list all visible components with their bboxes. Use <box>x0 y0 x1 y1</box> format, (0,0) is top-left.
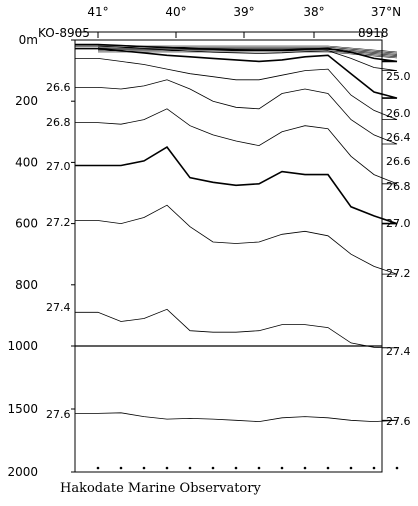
station-marker <box>119 466 123 470</box>
surface-isoline <box>98 50 398 58</box>
right-contour-label: 26.6 <box>386 155 411 168</box>
right-contour-label: 27.2 <box>386 267 411 280</box>
left-contour-label: 27.0 <box>46 160 71 173</box>
y-axis-tick-label: 1500 <box>7 402 38 416</box>
right-contour-label: 26.0 <box>386 107 411 120</box>
station-marker <box>234 466 238 470</box>
right-contour-label: 25.0 <box>386 70 411 83</box>
y-axis-tick-label: 0m <box>19 33 38 47</box>
credit-text: Hakodate Marine Observatory <box>60 481 261 496</box>
isopycnal-27-0 <box>75 146 398 225</box>
surface-isoline <box>98 51 398 59</box>
start-station-label: KO-8905 <box>38 26 90 40</box>
station-marker <box>303 466 307 470</box>
station-marker <box>142 466 146 470</box>
plot-frame <box>74 39 383 473</box>
surface-isoline <box>98 46 398 54</box>
top-axis-label: 37°N <box>371 5 401 19</box>
isopycnal-27-4 <box>75 308 398 349</box>
top-axis-label: 38° <box>303 5 324 19</box>
isopycnal-25-5 <box>75 45 398 71</box>
isopycnal-26-0 <box>75 47 398 99</box>
y-axis-tick-label: 800 <box>15 278 38 292</box>
isopycnal-26-4 <box>75 58 398 120</box>
y-axis-tick-label: 200 <box>15 94 38 108</box>
left-contour-label: 27.2 <box>46 216 71 229</box>
station-marker <box>326 466 330 470</box>
y-axis-tick-label: 1000 <box>7 339 38 353</box>
isopycnal-27-2 <box>75 204 398 275</box>
isopycnal-26-6 <box>75 79 398 145</box>
station-marker <box>257 466 261 470</box>
right-contour-label: 27.4 <box>386 345 411 358</box>
right-contour-label: 27.6 <box>386 415 411 428</box>
left-contour-label: 27.4 <box>46 301 71 314</box>
left-contour-label: 26.6 <box>46 81 71 94</box>
left-contour-label: 26.8 <box>46 116 71 129</box>
station-marker <box>188 466 192 470</box>
station-marker <box>96 466 100 470</box>
surface-isoline <box>98 49 398 56</box>
top-axis-label: 41° <box>87 5 108 19</box>
y-axis-tick-label: 600 <box>15 217 38 231</box>
surface-isoline <box>98 45 398 53</box>
right-contour-label: 27.0 <box>386 217 411 230</box>
y-axis-tick-label: 400 <box>15 155 38 169</box>
station-marker <box>372 466 376 470</box>
right-contour-label: 26.8 <box>386 180 411 193</box>
surface-isoline <box>98 48 398 55</box>
y-axis-tick-label: 2000 <box>7 465 38 479</box>
station-marker <box>395 466 399 470</box>
isopycnal-26-8 <box>75 108 398 185</box>
top-axis-label: 40° <box>165 5 186 19</box>
station-marker <box>211 466 215 470</box>
right-contour-label: 26.4 <box>386 131 411 144</box>
isopycnal-27-6 <box>75 412 398 423</box>
station-marker <box>280 466 284 470</box>
top-axis-label: 39° <box>233 5 254 19</box>
station-marker <box>165 466 169 470</box>
station-marker <box>349 466 353 470</box>
end-station-label: 8918 <box>358 26 389 40</box>
left-contour-label: 27.6 <box>46 408 71 421</box>
